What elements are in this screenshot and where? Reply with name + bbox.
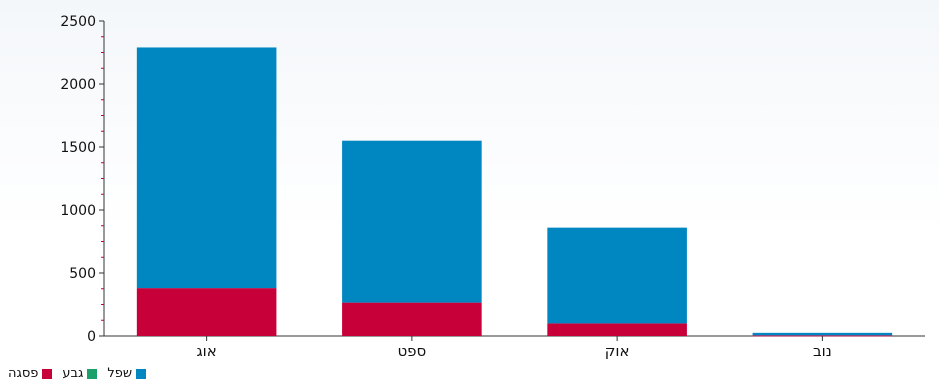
bar-segment xyxy=(547,227,687,324)
bar-segment xyxy=(752,335,893,337)
y-tick-label: 1500 xyxy=(60,140,96,156)
y-tick-label: 2500 xyxy=(60,14,96,30)
x-tick-label: ספט xyxy=(397,342,426,360)
legend-swatch-peak xyxy=(42,368,53,379)
x-tick-label: אוג xyxy=(196,342,216,360)
legend-label-peak: פסגה xyxy=(8,366,39,381)
legend-item-peak[interactable]: פסגה xyxy=(8,366,53,381)
x-tick-label: נוב xyxy=(813,342,832,360)
y-tick-label: 1000 xyxy=(60,203,96,219)
y-tick-label: 2000 xyxy=(60,77,96,93)
bar-segment xyxy=(136,288,277,336)
y-tick-label: 0 xyxy=(87,329,96,345)
bar-segment xyxy=(342,140,482,303)
bar-segment xyxy=(547,323,687,336)
bar-segment xyxy=(136,47,277,289)
legend-label-low: שפל xyxy=(107,366,133,381)
y-tick-label: 500 xyxy=(69,266,96,282)
legend: שפל גבע פסגה xyxy=(8,366,147,381)
legend-label-mid: גבע xyxy=(62,366,84,381)
x-tick-label: אוק xyxy=(605,342,630,360)
legend-swatch-mid xyxy=(87,368,98,379)
bar-segment xyxy=(752,332,893,336)
legend-swatch-low xyxy=(136,368,147,379)
bar-segment xyxy=(342,302,482,336)
legend-item-mid[interactable]: גבע xyxy=(62,366,98,381)
legend-item-low[interactable]: שפל xyxy=(107,366,147,381)
